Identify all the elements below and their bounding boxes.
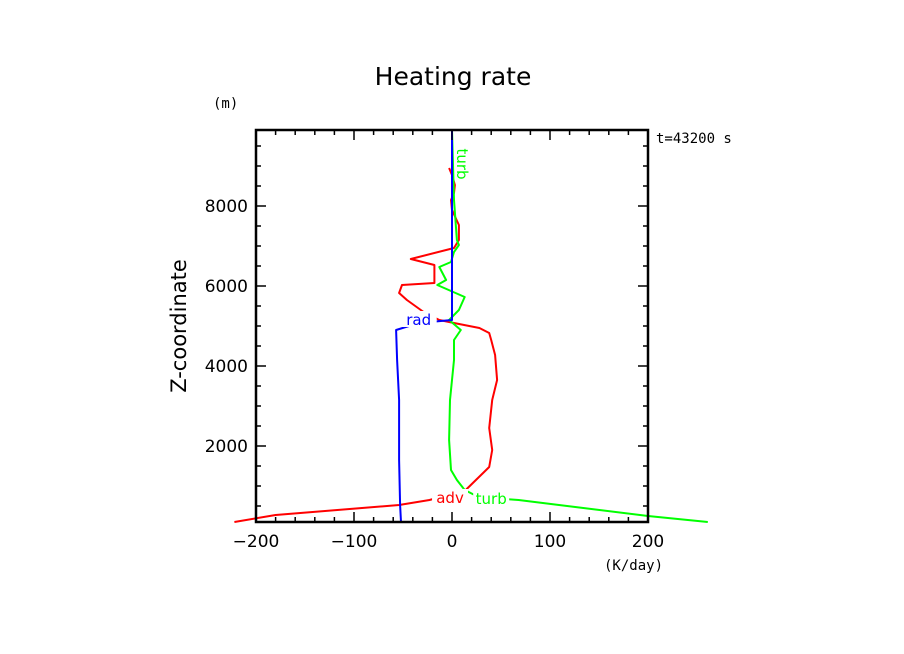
y-tick-label: 6000 bbox=[205, 277, 248, 297]
axes-layer: −200 −100 0 100 200 2000 4000 6000 8000 bbox=[205, 128, 664, 552]
series-label-bg bbox=[473, 490, 510, 506]
time-annotation: t=43200 s bbox=[656, 131, 732, 147]
series-line-adv bbox=[234, 167, 499, 523]
x-tick-label: 100 bbox=[534, 532, 566, 552]
series-line-rad bbox=[395, 130, 453, 523]
x-tick-label: −100 bbox=[331, 532, 378, 552]
x-tick-label: 0 bbox=[447, 532, 458, 552]
series-layer bbox=[234, 129, 708, 523]
y-axis-label: Z-coordinate bbox=[167, 259, 191, 393]
series-label-bg bbox=[432, 489, 469, 505]
series-line-turb bbox=[436, 129, 708, 523]
series-label-turb-upper: turb bbox=[453, 148, 471, 179]
x-tick-label: 200 bbox=[632, 532, 664, 552]
chart-title: Heating rate bbox=[375, 62, 532, 91]
y-tick-label: 8000 bbox=[205, 197, 248, 217]
series-label-turb: turb bbox=[476, 490, 507, 508]
y-unit-label: (m) bbox=[213, 96, 238, 112]
series-label-adv: adv bbox=[436, 489, 464, 507]
y-tick-label: 2000 bbox=[205, 437, 248, 457]
y-tick-label: 4000 bbox=[205, 357, 248, 377]
x-tick-label: −200 bbox=[233, 532, 280, 552]
series-label-rad: rad bbox=[406, 311, 431, 329]
series-label-bg bbox=[400, 311, 437, 327]
x-axis-label: (K/day) bbox=[604, 558, 663, 574]
